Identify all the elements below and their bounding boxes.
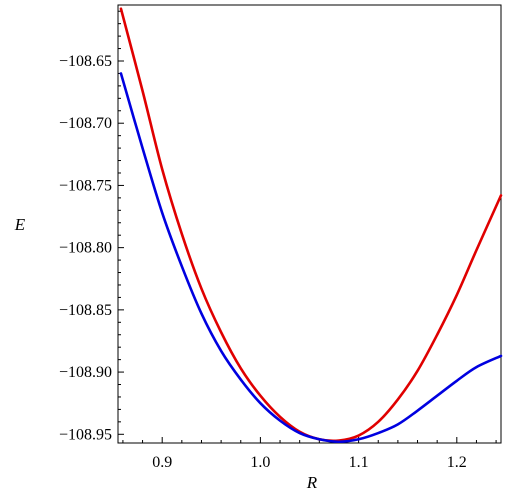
plot-frame xyxy=(117,4,502,444)
y-tick-label: −108.90 xyxy=(59,364,112,381)
series-line-blue xyxy=(119,72,503,444)
y-axis-title: E xyxy=(14,215,26,234)
series-lines xyxy=(119,7,503,444)
y-tick-label: −108.95 xyxy=(59,426,112,443)
series-line-red xyxy=(119,7,503,443)
x-axis-ticks: 0.9 1.0 1.1 1.2 xyxy=(122,437,497,471)
y-tick-label: −108.75 xyxy=(59,177,112,194)
y-tick-label: −108.70 xyxy=(59,115,112,132)
y-tick-label: −108.85 xyxy=(59,302,112,319)
x-axis-title: R xyxy=(306,473,318,492)
x-tick-label: 1.2 xyxy=(447,454,467,471)
x-tick-label: 1.1 xyxy=(349,454,369,471)
x-tick-label: 1.0 xyxy=(250,454,270,471)
y-tick-label: −108.65 xyxy=(59,53,112,70)
x-tick-label: 0.9 xyxy=(152,454,172,471)
y-tick-label: −108.80 xyxy=(59,240,112,257)
y-axis-ticks: −108.65 −108.70 −108.75 −108.80 −108.85 −108.… xyxy=(59,10,124,443)
